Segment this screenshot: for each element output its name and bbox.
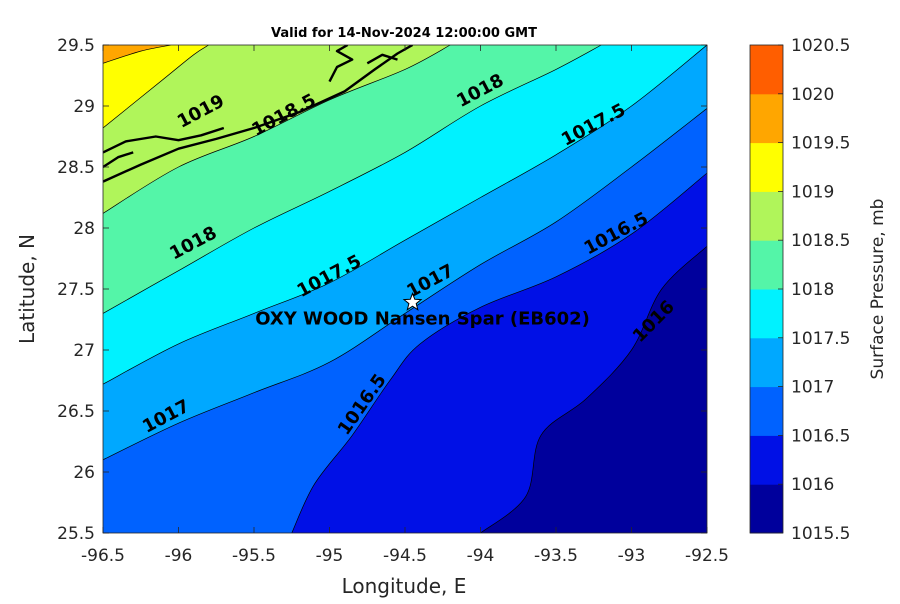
pressure-band-1019 <box>103 45 209 128</box>
x-axis-label: Longitude, E <box>342 574 467 598</box>
x-tick-label: -93 <box>618 546 646 566</box>
colorbar-tick-label: 1020 <box>791 85 834 105</box>
contour-line-1018 <box>103 45 602 314</box>
y-tick-label: 25.5 <box>57 524 95 544</box>
annotation-layer: OXY WOOD Nansen Spar (EB602) <box>255 291 590 329</box>
colorbar-label: Surface Pressure, mb <box>868 199 888 380</box>
x-tick-label: -96 <box>165 546 193 566</box>
coastline-segment <box>103 126 225 154</box>
chart-title: Valid for 14-Nov-2024 12:00:00 GMT <box>271 26 537 41</box>
colorbar-swatch <box>750 45 783 95</box>
colorbar-swatch <box>750 142 783 192</box>
y-tick-label: 29 <box>73 97 95 117</box>
y-axis-label: Latitude, N <box>15 234 39 344</box>
colorbar-tick-label: 1019.5 <box>791 134 850 154</box>
colorbar-tick-label: 1017.5 <box>791 329 850 349</box>
colorbar-tick-label: 1019 <box>791 182 834 202</box>
colorbar-tick-label: 1020.5 <box>791 36 850 56</box>
contour-line-1018.5 <box>103 45 451 214</box>
colorbar-swatch <box>750 337 783 388</box>
y-tick-label: 26 <box>73 463 95 483</box>
colorbar-swatch <box>750 240 783 290</box>
station-label: OXY WOOD Nansen Spar (EB602) <box>255 308 590 329</box>
pressure-band-1018.5 <box>103 45 451 214</box>
contour-line-1019.5 <box>103 45 172 64</box>
coastline-segment <box>328 45 354 83</box>
x-tick-label: -95.5 <box>232 546 276 566</box>
x-tick-label: -94 <box>467 546 495 566</box>
contour-line-1016 <box>480 246 707 533</box>
colorbar-swatch <box>750 386 783 436</box>
coastline-segment <box>366 53 398 65</box>
y-tick-label: 26.5 <box>57 402 95 422</box>
colorbar-tick-label: 1016.5 <box>791 426 850 446</box>
pressure-fill-layer <box>103 45 707 533</box>
x-tick-label: -94.5 <box>383 546 427 566</box>
y-tick-label: 29.5 <box>57 36 95 56</box>
colorbar-swatch <box>750 484 783 534</box>
contour-line-1017 <box>103 108 707 461</box>
y-axis-ticks: 25.5 26 26.5 27 27.5 28 28.5 29 29.5 <box>57 36 707 544</box>
coastline-layer <box>103 45 414 183</box>
colorbar-tick-label: 1017 <box>791 378 834 398</box>
x-tick-label: -92.5 <box>685 546 729 566</box>
x-axis-ticks: -96.5 -96 -95.5 -95 -94.5 -94 -93.5 -93 -92.5 <box>81 45 729 566</box>
contour-line-1019 <box>103 45 209 129</box>
pressure-band-1019.5 <box>103 45 171 64</box>
station-star-icon <box>402 291 423 311</box>
contour-line-layer <box>103 45 707 533</box>
y-tick-label: 27 <box>73 341 95 361</box>
x-tick-label: -95 <box>316 546 344 566</box>
colorbar-swatch <box>750 93 783 144</box>
colorbar-tick-label: 1016 <box>791 475 834 495</box>
coastline-segment <box>103 151 134 169</box>
colorbar-tick-label: 1018.5 <box>791 231 850 251</box>
y-tick-label: 28.5 <box>57 158 95 178</box>
colorbar-tick-label: 1018 <box>791 280 834 300</box>
y-tick-label: 28 <box>73 219 95 239</box>
x-tick-label: -93.5 <box>534 546 578 566</box>
colorbar-swatch <box>750 435 783 485</box>
colorbar: 1015.5 1016 1016.5 1017 1017.5 1018 1018.5 1019… <box>749 36 850 544</box>
contour-line-1017.5 <box>103 45 707 385</box>
y-tick-label: 27.5 <box>57 280 95 300</box>
colorbar-tick-label: 1015.5 <box>791 524 850 544</box>
x-tick-label: -96.5 <box>81 546 125 566</box>
colorbar-swatch <box>750 289 783 339</box>
coastline-segment <box>103 45 414 183</box>
contour-line-1016.5 <box>291 172 707 533</box>
colorbar-swatch <box>750 191 783 241</box>
